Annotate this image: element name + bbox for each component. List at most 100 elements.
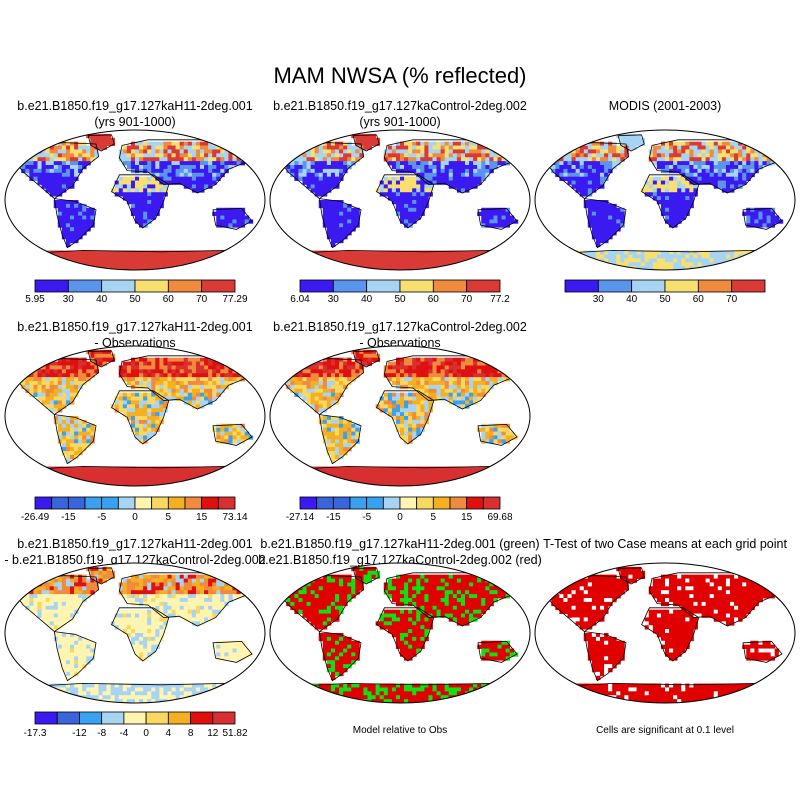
map-cell [444, 168, 450, 174]
map-cell [322, 396, 328, 401]
map-cell [216, 478, 221, 483]
map-cell [167, 172, 172, 178]
map-cell [383, 266, 389, 270]
map-cell [404, 250, 409, 255]
map-cell [579, 250, 585, 255]
map-cell [135, 153, 140, 158]
map-cell [86, 373, 91, 378]
map-cell [485, 207, 490, 213]
map-cell [481, 161, 486, 166]
map-cell [159, 470, 164, 475]
map-cell [135, 192, 140, 197]
map-cell [665, 211, 670, 216]
map-cell [187, 153, 193, 158]
map-cell [754, 223, 759, 228]
map-cell [191, 404, 197, 409]
map-cell [65, 184, 71, 189]
map-cell [195, 357, 201, 362]
map-cell [228, 435, 233, 440]
map-cell [49, 184, 55, 189]
map-cell [677, 161, 682, 166]
map-cell [416, 176, 421, 181]
map-cell [363, 258, 368, 263]
map-cell [310, 172, 316, 178]
map-cell [725, 165, 731, 170]
map-cell [465, 153, 470, 158]
map-cell [143, 176, 148, 181]
map-cell [669, 262, 674, 267]
map-cell [139, 254, 144, 259]
map-cell [33, 373, 38, 378]
map-cell [322, 172, 328, 178]
map-cell [57, 188, 63, 193]
map-cell [216, 392, 221, 397]
map-cell [677, 266, 682, 270]
map-cell [436, 165, 442, 170]
map-cell [677, 141, 682, 146]
map-cell [665, 250, 670, 255]
map-cell [750, 153, 755, 158]
map-cell [106, 470, 112, 475]
map-cell [567, 172, 572, 178]
map-cell [163, 369, 168, 374]
map-cell [452, 361, 458, 366]
map-cell [436, 258, 442, 263]
map-cell [701, 250, 707, 255]
map-cell [424, 361, 429, 366]
map-cell [159, 165, 164, 170]
map-cell [122, 408, 128, 413]
map-cell [151, 474, 156, 479]
map-cell [183, 384, 189, 390]
map-cell [330, 250, 336, 255]
map-cell [416, 478, 421, 483]
map-cell [420, 361, 425, 366]
map-cell [416, 373, 421, 378]
map-cell [302, 369, 307, 374]
map-cell [57, 266, 63, 270]
map-cell [187, 250, 193, 255]
map-cell [395, 250, 401, 255]
map-cell [298, 262, 303, 267]
map-cell [339, 141, 344, 146]
map-cell [404, 219, 409, 224]
map-cell [61, 400, 67, 405]
map-cell [481, 365, 486, 370]
map-cell [65, 451, 71, 456]
map-cell [587, 211, 593, 216]
map-cell [351, 215, 356, 220]
map-cell [335, 157, 340, 162]
map-cell [367, 133, 372, 139]
map-cell [90, 466, 95, 471]
map-cell [465, 266, 470, 270]
map-cell [567, 258, 572, 263]
map-cell [74, 207, 79, 213]
map-cell [681, 145, 686, 150]
map-cell [61, 211, 67, 216]
map-cell [65, 200, 71, 205]
map-cell [493, 262, 498, 267]
map-cell [477, 266, 482, 270]
map-cell [436, 250, 442, 255]
map-cell [497, 215, 502, 220]
map-cell [391, 153, 397, 158]
map-cell [135, 474, 140, 479]
map-cell [70, 200, 75, 205]
colorbar-swatch [34, 279, 69, 293]
map-cell [444, 384, 450, 390]
map-cell [448, 357, 454, 362]
map-cell [187, 157, 193, 162]
map-cell [310, 168, 316, 174]
map-cell [191, 149, 197, 154]
map-cell [163, 262, 168, 267]
map-cell [236, 161, 242, 166]
map-cell [330, 266, 336, 270]
map-cell [228, 431, 233, 436]
map-cell [49, 396, 55, 401]
map-cell [240, 215, 246, 220]
map-cell [220, 381, 225, 386]
map-cell [559, 168, 564, 174]
map-cell [163, 153, 168, 158]
map-cell [379, 400, 385, 405]
map-cell [583, 172, 589, 178]
map-cell [375, 470, 381, 475]
